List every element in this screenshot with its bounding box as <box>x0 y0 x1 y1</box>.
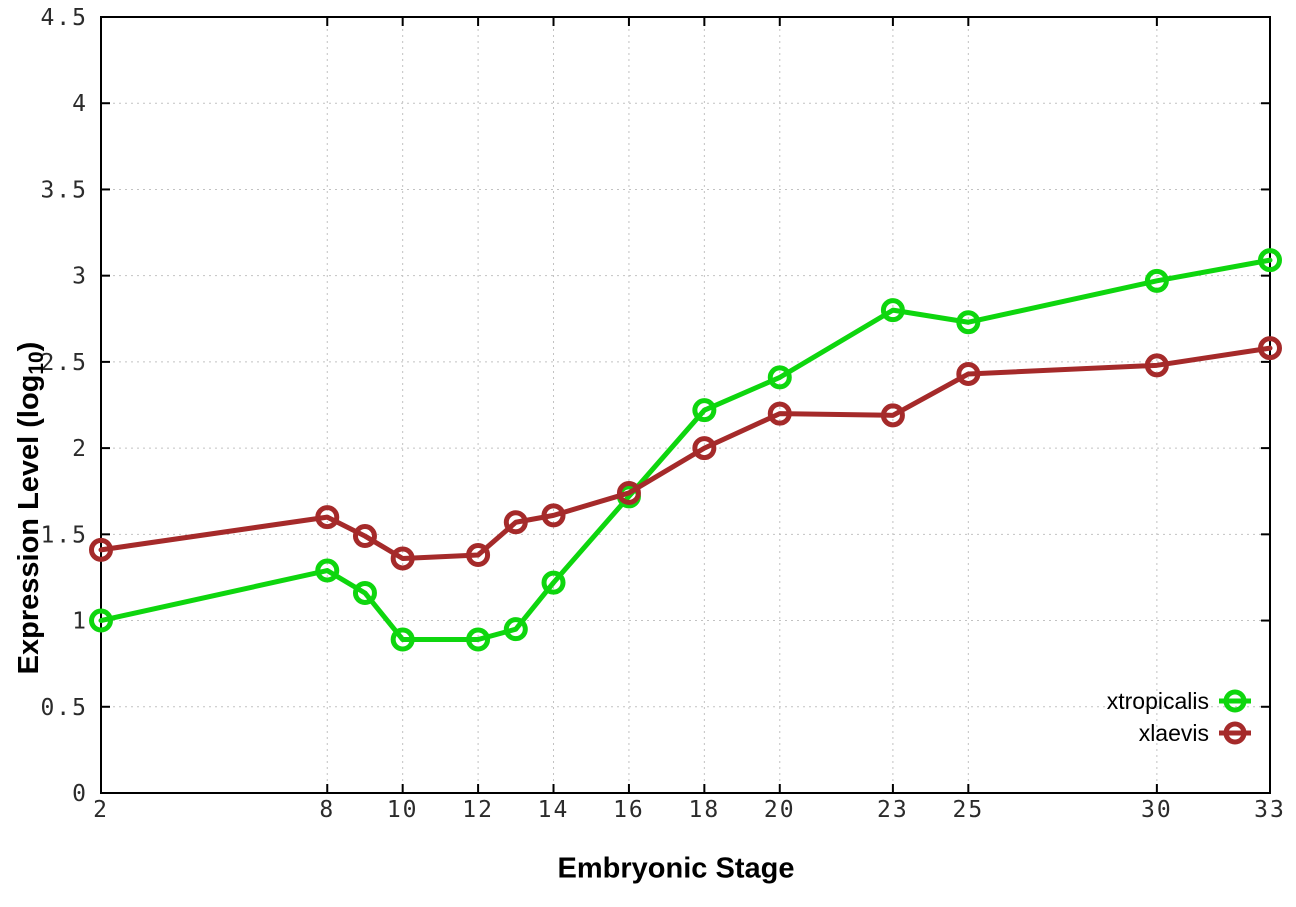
plot-border <box>100 16 1271 794</box>
data-point-xlaevis-stage-18 <box>692 436 717 461</box>
data-point-xtropicalis-stage-14 <box>541 570 566 595</box>
legend-label-xlaevis: xlaevis <box>1138 719 1209 746</box>
data-point-xtropicalis-stage-13 <box>503 617 528 642</box>
x-tick-label: 14 <box>538 797 570 823</box>
data-point-xlaevis-stage-25 <box>956 361 981 386</box>
data-point-xtropicalis-stage-8 <box>315 558 340 583</box>
x-axis-title-text: Embryonic Stage <box>557 852 795 885</box>
legend-entry-xlaevis: xlaevis <box>1139 718 1252 748</box>
data-point-xlaevis-stage-16 <box>616 480 641 505</box>
y-tick-label: 2.5 <box>40 350 88 376</box>
series-line-xtropicalis <box>98 257 1273 643</box>
data-point-xlaevis-stage-23 <box>880 403 905 428</box>
data-point-xlaevis-stage-33 <box>1258 336 1282 361</box>
data-point-xtropicalis-stage-10 <box>390 627 415 652</box>
y-tick-label: 1 <box>72 609 88 635</box>
data-point-xlaevis-stage-13 <box>503 510 528 535</box>
y-axis-title: Expression Level (log10) <box>13 342 49 675</box>
x-tick-label: 16 <box>613 797 645 823</box>
y-axis-title-prefix: Expression Level (log <box>12 374 45 675</box>
x-tick-label: 18 <box>689 797 721 823</box>
y-tick-label: 3.5 <box>40 177 88 203</box>
legend-entry-xtropicalis: xtropicalis <box>1107 686 1252 716</box>
data-point-xlaevis-stage-30 <box>1144 353 1169 378</box>
data-point-xtropicalis-stage-33 <box>1258 248 1282 273</box>
data-point-xlaevis-stage-9 <box>352 524 377 549</box>
x-tick-label: 30 <box>1141 797 1173 823</box>
data-point-xtropicalis-stage-2 <box>89 608 113 633</box>
y-tick-label: 0.5 <box>40 695 88 721</box>
y-tick-label: 2 <box>72 436 88 462</box>
data-point-xtropicalis-stage-23 <box>880 298 905 323</box>
x-tick-label: 33 <box>1254 797 1286 823</box>
x-tick-label: 10 <box>387 797 419 823</box>
y-axis-title-suffix: ) <box>12 341 45 352</box>
y-tick-label: 0 <box>72 781 88 807</box>
y-tick-label: 4.5 <box>40 5 88 31</box>
x-tick-label: 20 <box>764 797 796 823</box>
data-point-xtropicalis-stage-25 <box>956 310 981 335</box>
y-tick-label: 4 <box>72 91 88 117</box>
data-point-xlaevis-stage-14 <box>541 503 566 528</box>
data-point-xtropicalis-stage-12 <box>466 627 491 652</box>
y-axis-title-subscript: 10 <box>25 351 49 375</box>
y-tick-label: 3 <box>72 264 88 290</box>
data-point-xtropicalis-stage-20 <box>767 365 792 390</box>
x-axis-title: Embryonic Stage <box>558 853 795 886</box>
x-tick-label: 8 <box>319 797 335 823</box>
data-point-xlaevis-stage-20 <box>767 401 792 426</box>
data-point-xtropicalis-stage-9 <box>352 580 377 605</box>
x-tick-label: 2 <box>93 797 109 823</box>
data-point-xlaevis-stage-2 <box>89 537 113 562</box>
legend-marker-xtropicalis <box>1219 689 1251 713</box>
x-tick-label: 23 <box>877 797 909 823</box>
legend-label-xtropicalis: xtropicalis <box>1106 687 1209 714</box>
data-point-xtropicalis-stage-30 <box>1144 268 1169 293</box>
y-tick-label: 1.5 <box>40 522 88 548</box>
legend-marker-xlaevis <box>1219 721 1251 745</box>
data-point-xlaevis-stage-10 <box>390 546 415 571</box>
data-point-xlaevis-stage-8 <box>315 505 340 530</box>
x-tick-label: 12 <box>462 797 494 823</box>
data-point-xlaevis-stage-12 <box>466 543 491 568</box>
series-line-xlaevis <box>98 345 1273 561</box>
data-point-xtropicalis-stage-18 <box>692 398 717 423</box>
x-tick-label: 25 <box>952 797 984 823</box>
